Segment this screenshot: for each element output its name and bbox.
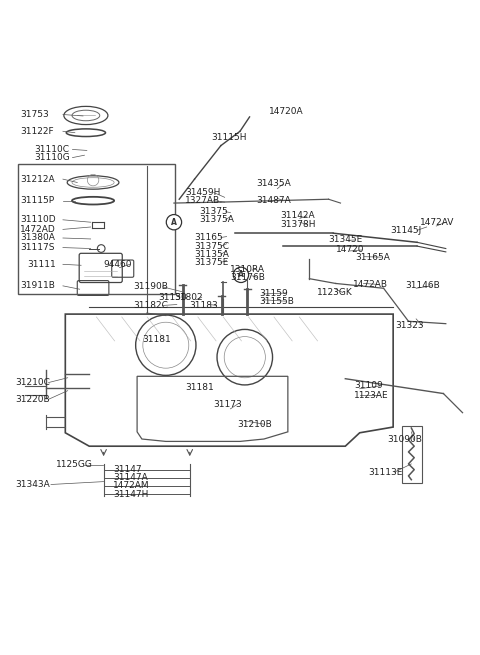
Text: 31375E: 31375E xyxy=(194,258,229,267)
Text: 31435A: 31435A xyxy=(257,179,291,189)
Text: 1123AE: 1123AE xyxy=(354,391,388,400)
Text: A: A xyxy=(238,271,244,279)
Text: 31110D: 31110D xyxy=(20,215,56,224)
Text: 14720: 14720 xyxy=(336,246,364,254)
Text: 1310RA: 1310RA xyxy=(230,265,265,274)
Text: 31135A: 31135A xyxy=(194,250,229,259)
Text: 31159: 31159 xyxy=(259,289,288,297)
Text: 31380A: 31380A xyxy=(20,233,55,242)
Text: 31220B: 31220B xyxy=(15,395,49,403)
Text: 1472AV: 1472AV xyxy=(420,217,454,227)
Text: 31117S: 31117S xyxy=(20,243,54,252)
Text: 31146B: 31146B xyxy=(405,282,440,290)
Text: 31165A: 31165A xyxy=(355,253,390,261)
Text: 31343A: 31343A xyxy=(15,480,50,489)
Text: 31155B: 31155B xyxy=(259,297,294,306)
Circle shape xyxy=(166,215,181,230)
Text: 31182C: 31182C xyxy=(134,301,168,310)
Text: 31173: 31173 xyxy=(214,400,242,409)
Text: 1472AM: 1472AM xyxy=(113,481,150,491)
Text: 31176B: 31176B xyxy=(230,272,265,282)
Text: 1472AD: 1472AD xyxy=(20,225,56,234)
Text: 31090B: 31090B xyxy=(387,436,422,445)
Text: 31345E: 31345E xyxy=(328,235,363,244)
Text: 31110G: 31110G xyxy=(34,153,70,162)
Text: 31113E: 31113E xyxy=(368,468,403,477)
Text: 31753: 31753 xyxy=(20,110,48,119)
Text: 1472AB: 1472AB xyxy=(352,280,387,289)
Text: 31323: 31323 xyxy=(396,320,424,329)
Text: 31375C: 31375C xyxy=(194,242,229,251)
Text: 14720A: 14720A xyxy=(269,107,303,116)
Text: 31181: 31181 xyxy=(185,383,214,392)
Text: 31111: 31111 xyxy=(27,260,56,269)
Text: 31122F: 31122F xyxy=(20,127,53,136)
Text: 31210B: 31210B xyxy=(238,420,272,428)
Text: 31183: 31183 xyxy=(189,301,217,310)
Text: 31210C: 31210C xyxy=(15,378,50,387)
Text: 31802: 31802 xyxy=(174,293,203,302)
Circle shape xyxy=(233,267,249,282)
Text: 31375: 31375 xyxy=(199,207,228,216)
Text: 31459H: 31459H xyxy=(185,188,220,197)
Text: 31115H: 31115H xyxy=(211,133,247,142)
Text: 31142A: 31142A xyxy=(281,212,315,221)
Text: 31147H: 31147H xyxy=(113,489,148,498)
Text: 31110C: 31110C xyxy=(34,145,69,154)
Text: 31150: 31150 xyxy=(158,293,187,302)
Text: 31487A: 31487A xyxy=(257,196,291,205)
Text: 31109: 31109 xyxy=(354,381,383,390)
Text: 31911B: 31911B xyxy=(20,282,55,290)
Text: 31147: 31147 xyxy=(113,465,142,474)
Text: 31165: 31165 xyxy=(194,233,223,242)
Text: 1327AB: 1327AB xyxy=(185,196,220,205)
Circle shape xyxy=(97,245,105,252)
Text: 31190B: 31190B xyxy=(134,282,168,291)
Text: A: A xyxy=(171,217,177,227)
Text: 31115P: 31115P xyxy=(20,196,54,205)
Text: 31212A: 31212A xyxy=(20,175,54,183)
Text: 94460: 94460 xyxy=(104,260,132,269)
Text: 1125GG: 1125GG xyxy=(56,460,93,470)
Text: 31147A: 31147A xyxy=(113,474,148,482)
Text: 31378H: 31378H xyxy=(281,220,316,229)
Text: 31181: 31181 xyxy=(142,335,170,344)
Text: 1123GK: 1123GK xyxy=(317,288,352,297)
Text: 31375A: 31375A xyxy=(199,215,234,224)
Text: 31145J: 31145J xyxy=(391,226,422,235)
